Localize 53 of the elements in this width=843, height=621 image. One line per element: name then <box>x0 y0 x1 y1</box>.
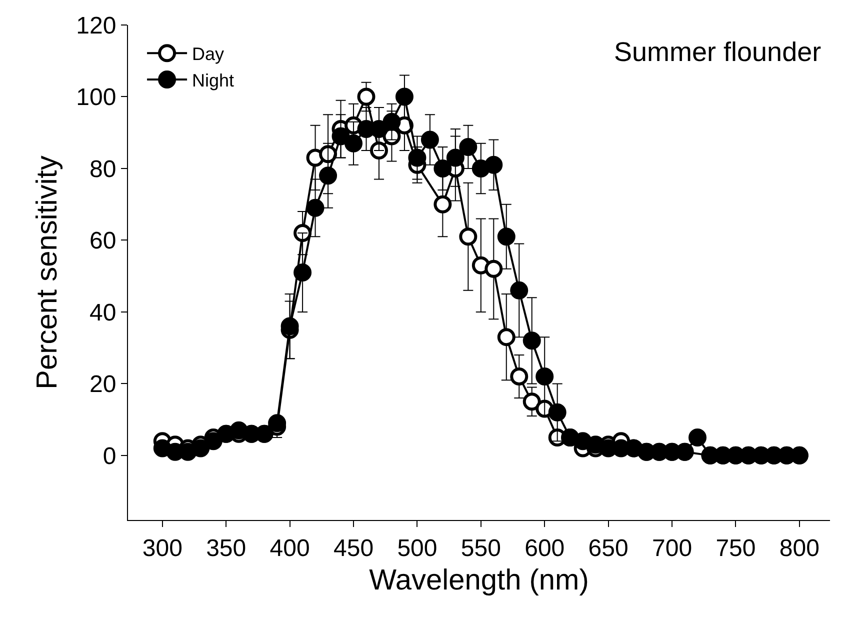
point <box>446 148 464 167</box>
point <box>510 281 528 300</box>
point <box>280 317 299 336</box>
x-tick-label: 650 <box>588 534 628 562</box>
point <box>408 148 426 167</box>
point <box>370 142 388 160</box>
point <box>459 228 478 246</box>
x-tick-label: 500 <box>397 534 438 562</box>
point <box>344 134 363 152</box>
y-tick-label: 80 <box>89 156 116 183</box>
x-tick-label: 700 <box>652 534 692 562</box>
x-tick-label: 450 <box>333 534 374 562</box>
y-tick-label: 100 <box>76 84 116 112</box>
x-tick-label: 600 <box>524 534 565 562</box>
x-tick-label: 300 <box>142 534 182 562</box>
x-axis-title: Wavelength (nm) <box>369 564 589 597</box>
point <box>420 130 439 149</box>
point <box>536 368 554 386</box>
point <box>395 88 414 106</box>
y-tick-label: 60 <box>89 228 116 255</box>
point <box>522 332 541 350</box>
point <box>332 127 350 146</box>
y-tick-label: 120 <box>76 12 116 40</box>
point <box>382 112 401 131</box>
x-tick-label: 800 <box>779 534 820 562</box>
y-tick-label: 20 <box>89 371 116 398</box>
point <box>688 428 706 446</box>
point <box>548 403 566 422</box>
point <box>497 228 516 246</box>
point <box>510 368 528 386</box>
chart-title: Summer flounder <box>614 37 822 67</box>
x-tick-label: 400 <box>270 534 310 562</box>
y-axis-title: Percent sensitivity <box>32 155 64 390</box>
point <box>268 414 286 432</box>
point <box>294 264 312 282</box>
legend-label: Day <box>192 44 224 64</box>
point <box>357 88 376 106</box>
x-tick-label: 550 <box>460 534 501 562</box>
point <box>497 328 516 346</box>
x-tick-label: 750 <box>716 534 756 562</box>
x-tick-label: 350 <box>206 534 246 562</box>
point <box>459 138 478 156</box>
point <box>484 156 503 174</box>
point <box>319 166 338 185</box>
legend-label: Night <box>192 70 234 91</box>
point <box>306 198 324 217</box>
point <box>522 392 541 411</box>
point <box>434 195 452 214</box>
y-tick-label: 40 <box>89 299 116 326</box>
point <box>434 159 452 178</box>
point <box>484 260 503 278</box>
y-tick-label: 0 <box>102 442 116 470</box>
point <box>204 432 222 450</box>
